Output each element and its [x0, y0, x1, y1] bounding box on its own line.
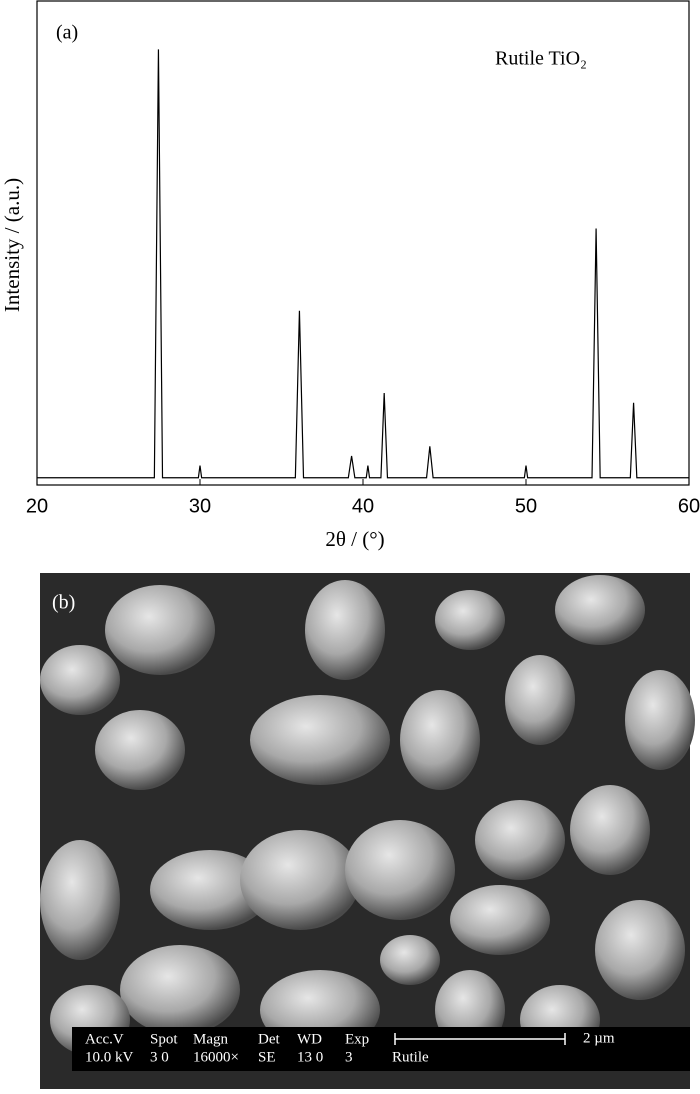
xrd-pattern [37, 49, 689, 479]
info-header: Det [258, 1031, 280, 1047]
info-header: Magn [193, 1031, 228, 1047]
x-tick-label: 30 [189, 495, 211, 517]
x-axis-label: 2θ / (°) [325, 527, 384, 551]
info-header: Exp [345, 1031, 369, 1047]
plot: 20 30 40 50 60 [26, 49, 700, 517]
x-tick-label: 40 [352, 495, 374, 517]
plot-frame [36, 0, 690, 486]
particles [40, 575, 695, 1055]
sem-image: (b) 2 µm Acc.V Spot Magn Det WD Exp 10.0 kV 3 0… [40, 573, 695, 1089]
info-value: Rutile [392, 1049, 429, 1065]
y-axis-label: Intensity / (a.u.) [0, 178, 24, 312]
info-value: 16000× [193, 1049, 239, 1065]
info-header: Acc.V [85, 1031, 124, 1047]
info-value: 3 0 [150, 1049, 169, 1065]
info-header: WD [297, 1031, 322, 1047]
panel-label: (b) [52, 592, 75, 614]
x-tick-label: 20 [26, 495, 48, 517]
info-value: 10.0 kV [85, 1049, 134, 1065]
info-value: 3 [345, 1049, 353, 1065]
annotation: Rutile TiO₂ [495, 48, 587, 70]
info-value: SE [258, 1049, 276, 1065]
x-tick-label: 60 [678, 495, 700, 517]
panel-label: (a) [56, 22, 78, 44]
x-tick-label: 50 [515, 495, 537, 517]
info-bar [72, 1027, 690, 1071]
info-value: 13 0 [297, 1049, 323, 1065]
scale-bar-label: 2 µm [583, 1030, 615, 1046]
info-text: Acc.V Spot Magn Det WD Exp 10.0 kV 3 0 16000× SE 1… [85, 1031, 429, 1065]
info-header: Spot [150, 1031, 178, 1047]
